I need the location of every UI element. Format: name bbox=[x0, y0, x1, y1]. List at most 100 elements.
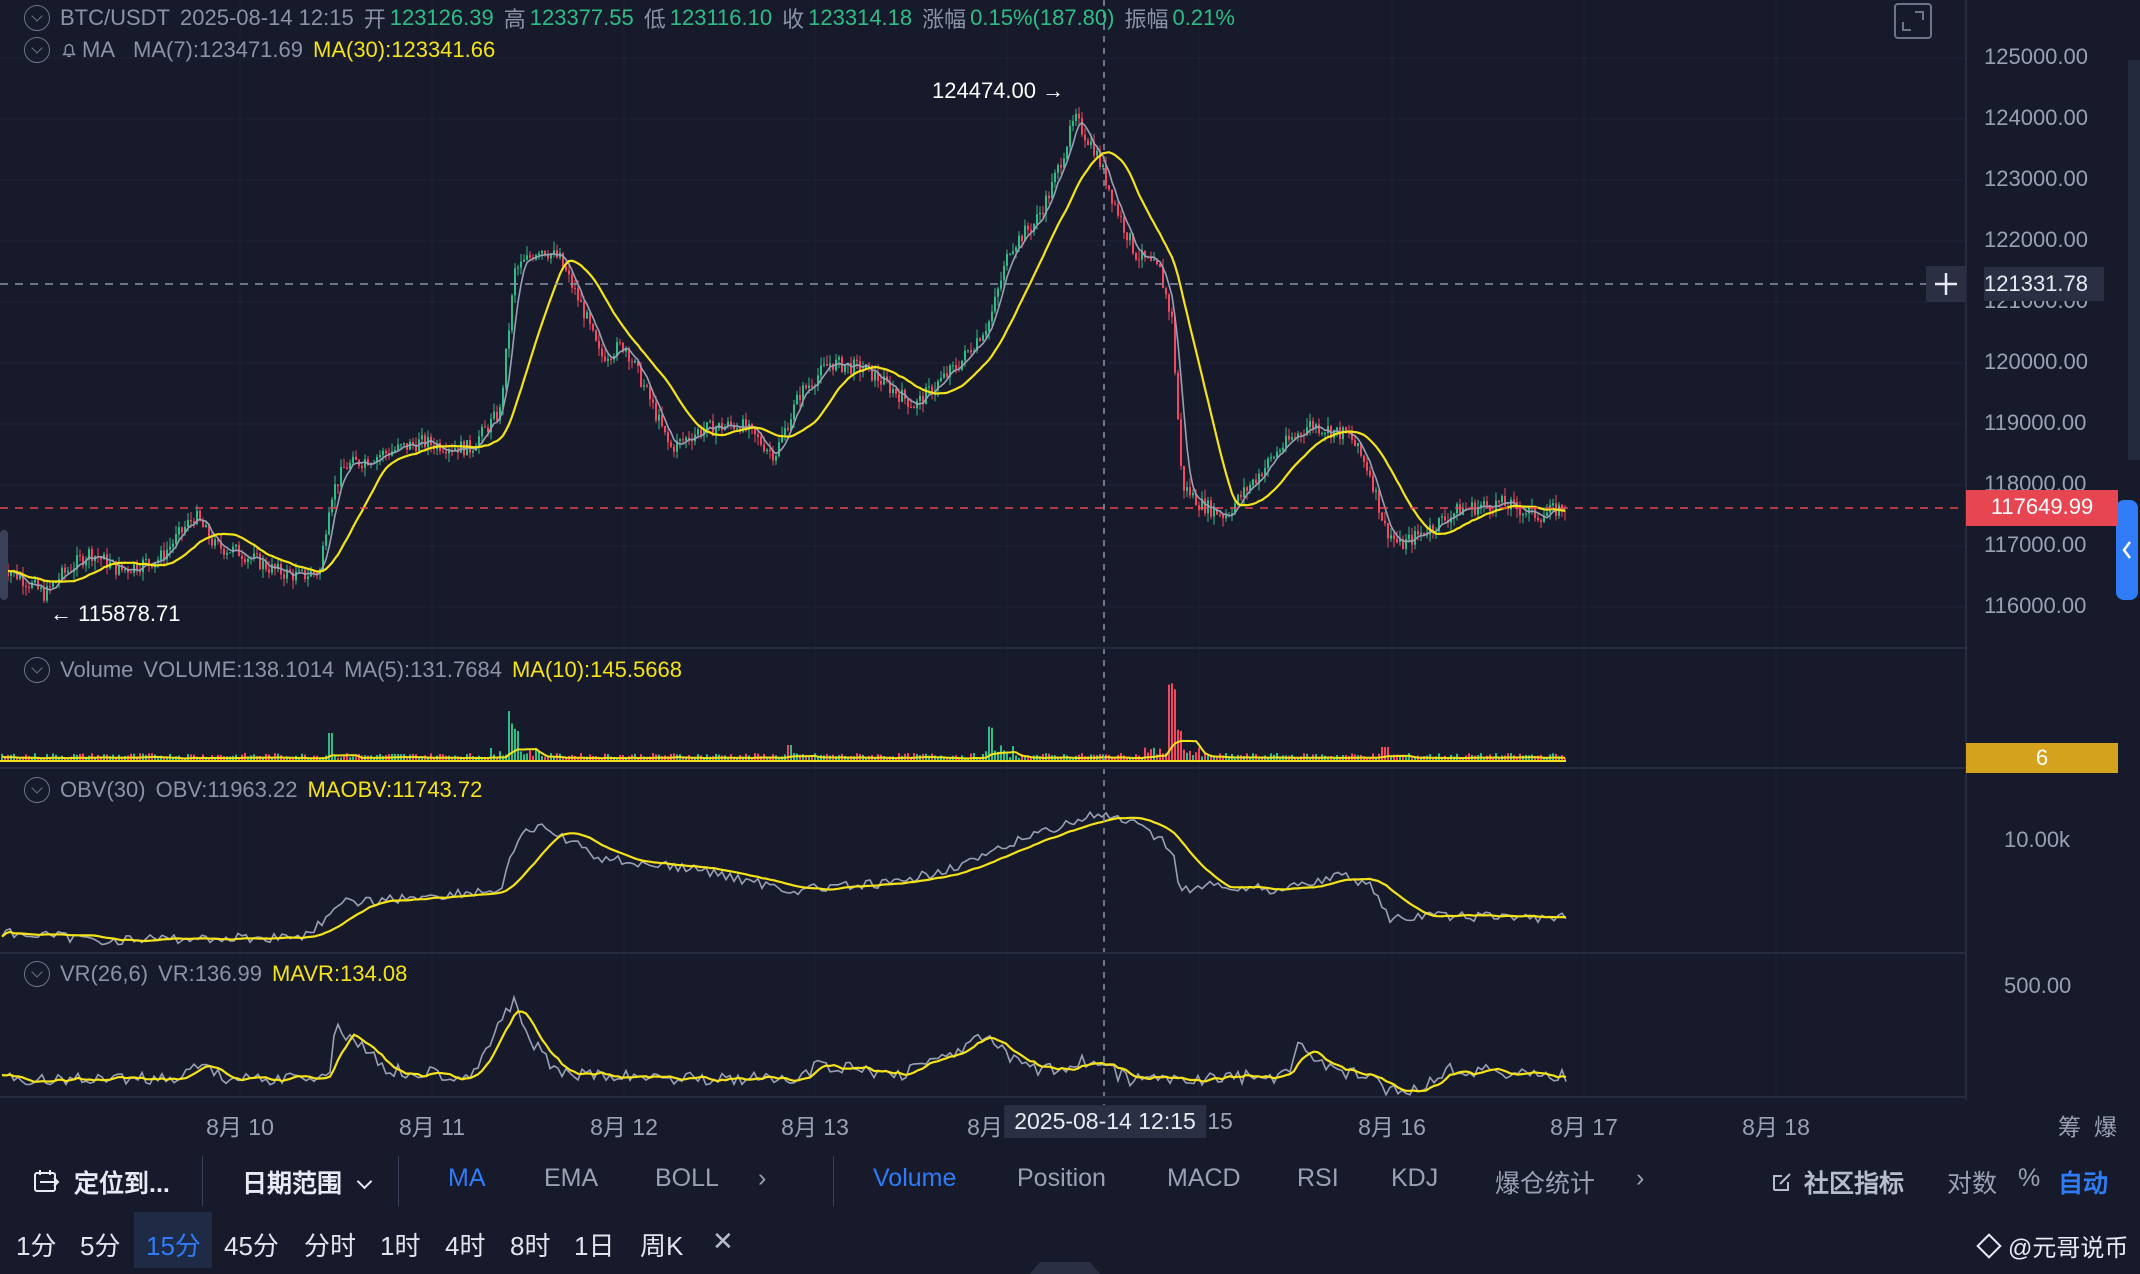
edit-icon bbox=[1773, 1173, 1791, 1191]
volume-bar bbox=[1150, 749, 1152, 761]
volume-bar bbox=[1180, 730, 1182, 761]
timeframe-1m[interactable]: 1分 bbox=[16, 1231, 57, 1261]
timeframe-timeshare[interactable]: 分时 bbox=[304, 1231, 357, 1261]
candle-body bbox=[616, 342, 618, 357]
tab-boll[interactable]: BOLL bbox=[655, 1164, 719, 1192]
candle-body bbox=[1243, 487, 1245, 497]
candle-body bbox=[1213, 507, 1215, 517]
candle-body bbox=[799, 394, 801, 400]
mavr-value: MAVR:134.08 bbox=[272, 961, 408, 986]
candle-body bbox=[82, 556, 84, 566]
candle-body bbox=[601, 348, 603, 357]
candle-body bbox=[487, 427, 489, 433]
tab-ma[interactable]: MA bbox=[448, 1164, 486, 1192]
timeframe-week[interactable]: 周K bbox=[640, 1231, 684, 1261]
auto-scale-toggle[interactable]: 自动 bbox=[2058, 1170, 2109, 1198]
candle-body bbox=[1438, 517, 1440, 532]
candle-body bbox=[445, 451, 447, 454]
volume-bar bbox=[1339, 757, 1341, 761]
log-scale-toggle[interactable]: 对数 bbox=[1947, 1170, 1998, 1198]
volume-bar bbox=[1141, 757, 1143, 761]
volume-bar bbox=[355, 756, 357, 761]
volume-bar bbox=[373, 757, 375, 761]
candle-body bbox=[1417, 530, 1419, 535]
timeframe-1h[interactable]: 1时 bbox=[380, 1231, 421, 1261]
volume-bar bbox=[1441, 757, 1443, 761]
candle-body bbox=[541, 250, 543, 254]
percent-scale-toggle[interactable]: % bbox=[2018, 1164, 2041, 1192]
volume-ma-line bbox=[1, 739, 1566, 760]
volume-bar bbox=[769, 756, 771, 761]
collapse-chevron-icon[interactable] bbox=[24, 777, 50, 803]
candle-body bbox=[1375, 490, 1377, 492]
candle-body bbox=[1267, 458, 1269, 468]
candle-body bbox=[1297, 433, 1299, 438]
crosshair-plus-icon[interactable] bbox=[1926, 266, 1966, 302]
candle-body bbox=[253, 553, 255, 558]
volume-bar bbox=[115, 757, 117, 761]
candle-body bbox=[403, 443, 405, 445]
tab-rsi[interactable]: RSI bbox=[1297, 1164, 1339, 1192]
tab-kdj[interactable]: KDJ bbox=[1391, 1164, 1439, 1192]
volume-bar bbox=[319, 757, 321, 761]
candle-body bbox=[493, 411, 495, 419]
volume-bar bbox=[778, 757, 780, 761]
volume-bar bbox=[1177, 729, 1179, 761]
vr-value: VR:136.99 bbox=[158, 961, 263, 986]
date-range-dropdown[interactable]: 日期范围 bbox=[242, 1164, 373, 1200]
candle-body bbox=[286, 569, 288, 579]
chevron-right-icon[interactable]: › bbox=[758, 1164, 767, 1192]
timeframe-15m[interactable]: 15分 bbox=[146, 1231, 201, 1261]
candle-body bbox=[901, 389, 903, 402]
liquidation-button[interactable]: 爆 bbox=[2094, 1114, 2117, 1140]
close-icon[interactable]: ✕ bbox=[712, 1226, 734, 1256]
timeframe-5m[interactable]: 5分 bbox=[80, 1231, 121, 1261]
candle-body bbox=[1480, 504, 1482, 507]
scroll-handle-right[interactable] bbox=[2116, 500, 2138, 600]
timeframe-8h[interactable]: 8时 bbox=[510, 1231, 551, 1261]
collapse-chevron-icon[interactable] bbox=[24, 961, 50, 987]
bell-icon[interactable] bbox=[60, 41, 78, 59]
candle-body bbox=[502, 387, 504, 408]
tab-macd[interactable]: MACD bbox=[1167, 1164, 1241, 1192]
volume-bar bbox=[727, 757, 729, 761]
collapse-chevron-icon[interactable] bbox=[24, 37, 50, 63]
locate-button[interactable]: 定位到... bbox=[32, 1164, 170, 1200]
candle-body bbox=[775, 456, 777, 461]
tab-liquidation-stats[interactable]: 爆仓统计 bbox=[1495, 1170, 1596, 1198]
timeframe-4h[interactable]: 4时 bbox=[445, 1231, 486, 1261]
candle-body bbox=[79, 555, 81, 557]
candle-body bbox=[1096, 150, 1098, 156]
collapse-chevron-icon[interactable] bbox=[24, 657, 50, 683]
volume-bar bbox=[160, 755, 162, 761]
volume-bar bbox=[1234, 757, 1236, 761]
candle-body bbox=[1285, 435, 1287, 448]
chips-button[interactable]: 筹 bbox=[2058, 1114, 2081, 1140]
volume-bar bbox=[1228, 755, 1230, 761]
expand-icon[interactable] bbox=[1894, 3, 1932, 39]
volume-bar bbox=[1015, 755, 1017, 761]
scroll-handle-left[interactable] bbox=[0, 530, 8, 600]
candle-body bbox=[55, 582, 57, 584]
tab-ema[interactable]: EMA bbox=[544, 1164, 599, 1192]
candle-body bbox=[211, 538, 213, 546]
chevron-right-icon[interactable]: › bbox=[1636, 1164, 1645, 1192]
volume-ma5: MA(5):131.7684 bbox=[344, 657, 502, 682]
candle-body bbox=[262, 560, 264, 570]
candle-body bbox=[778, 442, 780, 457]
candle-body bbox=[838, 357, 840, 360]
candle-body bbox=[628, 348, 630, 362]
candle-body bbox=[604, 356, 606, 361]
timeframe-45m[interactable]: 45分 bbox=[224, 1231, 279, 1261]
price-axis-label: 124000.00 bbox=[1984, 105, 2088, 130]
timeframe-1d[interactable]: 1日 bbox=[574, 1231, 615, 1261]
mavr-line bbox=[1, 1010, 1567, 1093]
community-indicators-button[interactable]: 社区指标 bbox=[1770, 1164, 1904, 1200]
tab-volume[interactable]: Volume bbox=[873, 1164, 957, 1192]
tab-position[interactable]: Position bbox=[1017, 1164, 1106, 1192]
candle-body bbox=[517, 267, 519, 269]
candle-body bbox=[451, 449, 453, 451]
volume-bar bbox=[1024, 757, 1026, 761]
collapse-chevron-icon[interactable] bbox=[24, 5, 50, 31]
